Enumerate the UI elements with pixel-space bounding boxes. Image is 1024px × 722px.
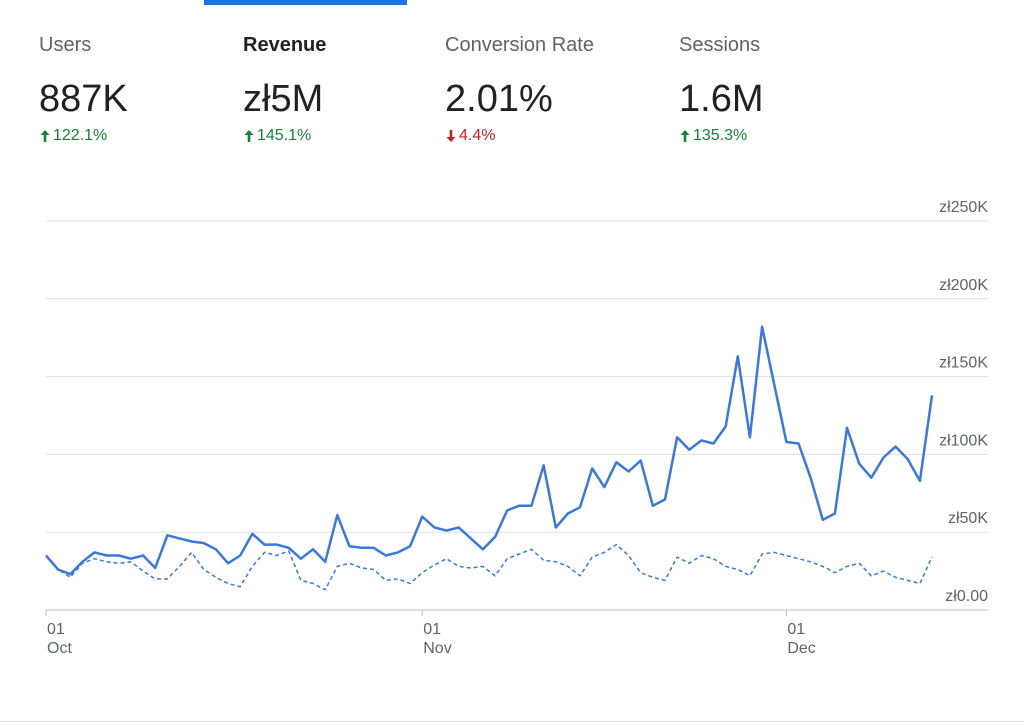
y-tick-label: zł150K [939, 355, 988, 372]
metric-value: zł5M [243, 78, 324, 120]
x-tick-label: 01 Dec [787, 621, 816, 657]
x-tick-label: 01 Oct [47, 621, 72, 657]
metric-title: Sessions [679, 34, 761, 56]
arrow-shape [680, 130, 690, 142]
y-tick-label: zł100K [939, 432, 988, 449]
metric-change: 145.1% [243, 127, 311, 145]
metric-title: Conversion Rate [445, 34, 594, 56]
y-tick-label: zł250K [939, 199, 988, 216]
comparison-line [45, 543, 933, 591]
metric-change: 122.1% [39, 127, 107, 145]
change-text: 4.4% [459, 127, 496, 144]
metric-tab[interactable]: Sessions 1.6M 135.3% [679, 0, 879, 170]
trend-arrow [244, 130, 254, 142]
change-text: 135.3% [693, 127, 748, 144]
selected-indicator [204, 0, 407, 5]
y-tick-label: zł0.00 [945, 588, 988, 605]
y-tick-label: zł50K [948, 510, 988, 527]
trend-arrow [40, 130, 50, 142]
metric-tab[interactable]: Conversion Rate 2.01% 4.4% [445, 0, 645, 170]
metric-title: Revenue [243, 34, 327, 56]
metric-title: Users [39, 34, 92, 56]
revenue-line [45, 325, 934, 576]
y-tick-label: zł200K [939, 277, 988, 294]
metric-change: 135.3% [679, 127, 747, 145]
metric-value: 887K [39, 78, 128, 120]
arrow-shape [40, 130, 50, 142]
arrow-shape [446, 130, 456, 142]
metric-value: 2.01% [445, 78, 553, 120]
metric-tab[interactable]: Users 887K 122.1% [39, 0, 239, 170]
metric-change: 4.4% [445, 127, 495, 145]
trend-arrow [680, 130, 690, 142]
arrow-shape [244, 130, 254, 142]
metric-value: 1.6M [679, 78, 764, 120]
change-text: 122.1% [53, 127, 108, 144]
metric-tab[interactable]: Revenue zł5M 145.1% [204, 0, 443, 170]
change-text: 145.1% [257, 127, 312, 144]
trend-arrow [446, 130, 456, 142]
x-tick-label: 01 Nov [423, 621, 452, 657]
